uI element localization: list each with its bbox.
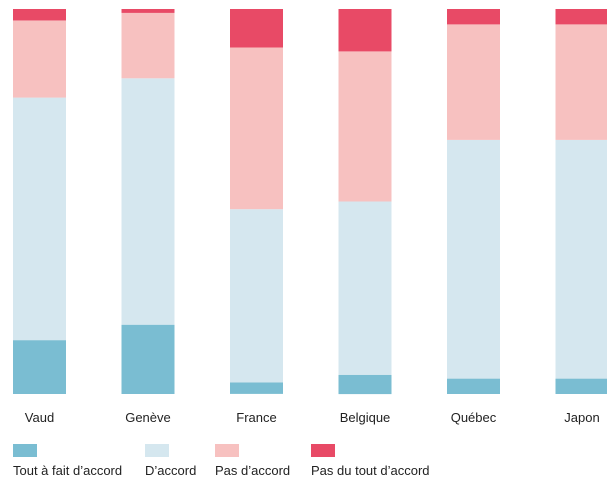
x-tick-label-geneve: Genève [125, 410, 171, 425]
bar-segment-belgique-d-accord [338, 201, 392, 375]
bar-segment-france-pas-d-accord [230, 47, 283, 210]
bar-segment-vaud-d-accord [13, 97, 66, 341]
bar-segment-japon-tout-a-fait-d-accord [555, 378, 607, 394]
bar-segment-geneve-tout-a-fait-d-accord [121, 324, 175, 394]
x-tick-label-belgique: Belgique [339, 410, 391, 425]
bar-segment-geneve-d-accord [121, 78, 175, 325]
bar-segment-france-d-accord [230, 209, 283, 383]
bar-segment-france-tout-a-fait-d-accord [230, 382, 283, 394]
bar-segment-vaud-pas-du-tout-d-accord [13, 9, 66, 21]
legend: Tout à fait d’accord D’accord Pas d’acco… [0, 444, 607, 479]
bar-segment-geneve-pas-du-tout-d-accord [121, 9, 175, 13]
stacked-bar-chart [13, 9, 607, 395]
bar-segment-belgique-pas-du-tout-d-accord [338, 9, 392, 52]
x-tick-label-japon: Japon [564, 410, 600, 425]
legend-swatch [215, 444, 239, 457]
x-tick-label-france: France [236, 410, 277, 425]
bar-segment-quebec-pas-du-tout-d-accord [447, 9, 500, 25]
x-axis-labels: Vaud Genève France Belgique Québec Japon [0, 410, 607, 430]
bar-segment-france-pas-du-tout-d-accord [230, 9, 283, 48]
legend-label: Tout à fait d’accord [13, 463, 123, 478]
bar-segment-japon-pas-d-accord [555, 24, 607, 140]
bar-segment-quebec-pas-d-accord [447, 24, 500, 140]
legend-swatch [13, 444, 37, 457]
x-tick-label-quebec: Québec [450, 410, 497, 425]
bar-segment-geneve-pas-d-accord [121, 12, 175, 79]
bar-segment-belgique-tout-a-fait-d-accord [338, 374, 392, 395]
x-tick-label-vaud: Vaud [24, 410, 55, 425]
bar-segment-quebec-d-accord [447, 139, 500, 379]
bar-segment-belgique-pas-d-accord [338, 51, 392, 202]
legend-label: D’accord [145, 463, 197, 478]
bar-segment-vaud-tout-a-fait-d-accord [13, 340, 66, 394]
legend-swatch [311, 444, 335, 457]
bar-segment-vaud-pas-d-accord [13, 20, 66, 98]
legend-swatch [145, 444, 169, 457]
bar-segment-japon-d-accord [555, 139, 607, 379]
bar-segment-japon-pas-du-tout-d-accord [555, 9, 607, 25]
bar-segment-quebec-tout-a-fait-d-accord [447, 378, 500, 394]
legend-label: Pas d’accord [215, 463, 291, 478]
legend-label: Pas du tout d’accord [311, 463, 430, 478]
